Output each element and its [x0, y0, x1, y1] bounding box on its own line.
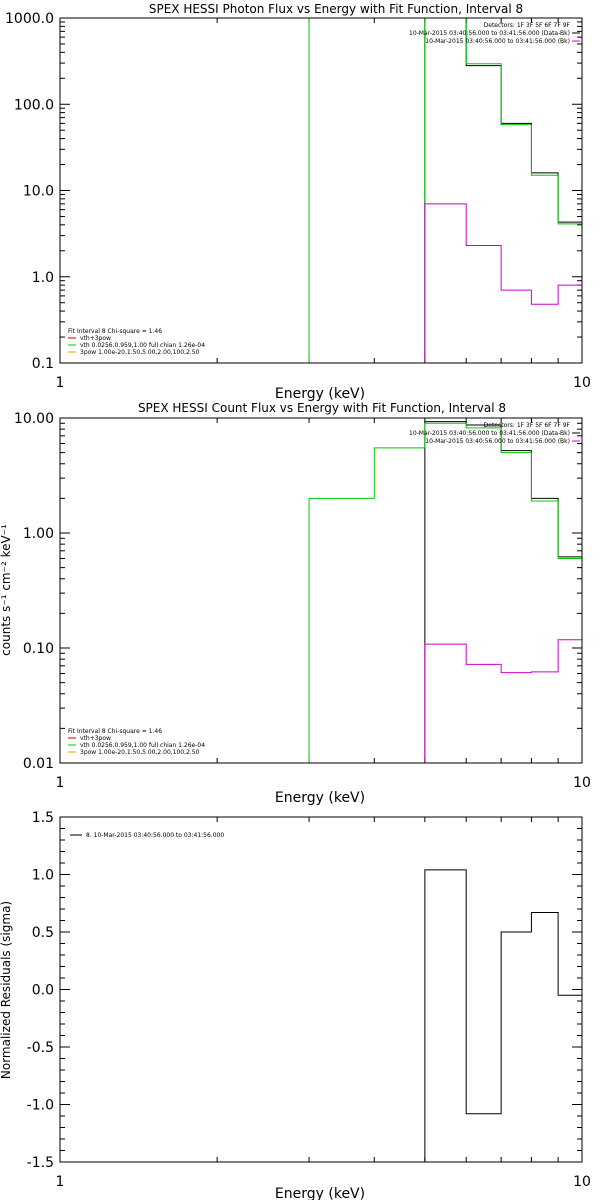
- legend-entry: vth+3pow: [80, 735, 111, 742]
- residuals-panel: Energy (keV) Normalized Residuals (sigma…: [0, 810, 591, 1200]
- legend-entry: 8. 10-Mar-2015 03:40:56.000 to 03:41:56.…: [86, 832, 224, 839]
- legend-entry: 3pow 1.00e-20,1.50,5.00,2.00,100,2.50: [80, 749, 200, 756]
- legend-entry: 10-Mar-2015 03:40:56.000 to 03:41:56.000…: [409, 30, 570, 37]
- y-axis-label: Normalized Residuals (sigma): [0, 901, 13, 1079]
- y-tick-label: 100.0: [14, 97, 54, 113]
- y-axis-label: counts s⁻¹ cm⁻² keV⁻¹: [0, 524, 13, 656]
- legend-entry: 10-Mar-2015 03:40:56.000 to 03:41:56.000…: [425, 438, 570, 445]
- series-4-line: [424, 203, 583, 363]
- plot-area: 1 10 0.01 0.10 1.00 10.00 Detectors: 1F 3F 5F …: [14, 411, 591, 791]
- series-1-line: [308, 422, 583, 763]
- plot-frame: [59, 816, 583, 1163]
- legend-entry: vth+3pow: [80, 335, 111, 342]
- legend-entry: vth 0.0256,0.959,1.00 full chian 1.26e-0…: [80, 742, 205, 749]
- y-tick-label: -1.0: [27, 1098, 54, 1114]
- y-tick-label: -0.5: [27, 1040, 54, 1056]
- x-tick-label: 10: [573, 775, 591, 791]
- plot-frame: [59, 417, 583, 764]
- plot-area: 1 10 -1.5 -1.0 -0.5 0.0 0.5 1.0 1.5 8. 10-Mar-201…: [27, 810, 591, 1190]
- photon-flux-panel: SPEX HESSI Photon Flux vs Energy with Fi…: [5, 2, 591, 402]
- series-3-line: [424, 17, 583, 363]
- y-tick-label: 0.10: [23, 641, 54, 657]
- legend-entry: 3pow 1.00e-20,1.50,5.00,2.00,100,2.50: [80, 349, 200, 356]
- x-tick-label: 1: [56, 775, 65, 791]
- legend-entry: Detectors: 1F 3F 5F 6F 7F 9F: [484, 22, 571, 29]
- y-tick-label: 0.1: [32, 356, 54, 372]
- chart-title: SPEX HESSI Count Flux vs Energy with Fit…: [138, 401, 506, 415]
- y-tick-label: 1.5: [32, 810, 54, 826]
- y-tick-label: 0.01: [23, 756, 54, 772]
- y-tick-label: 1.0: [32, 868, 54, 884]
- y-tick-label: 1000.0: [5, 11, 54, 27]
- legend-entry: Fit Interval 8 Chi-square = 1.46: [68, 328, 162, 335]
- legend-entry: Detectors: 1F 3F 5F 6F 7F 9F: [484, 422, 571, 429]
- y-tick-label: 0.0: [32, 983, 54, 999]
- series-0-line: [424, 869, 583, 1162]
- x-tick-label: 1: [56, 375, 65, 391]
- y-tick-label: -1.5: [27, 1155, 54, 1171]
- y-tick-label: 10.0: [23, 184, 54, 200]
- series-2-line: [424, 639, 583, 763]
- legend-entry: Fit Interval 8 Chi-square = 1.46: [68, 728, 162, 735]
- x-tick-label: 10: [573, 375, 591, 391]
- x-axis-label: Energy (keV): [275, 386, 365, 402]
- x-axis-label: Energy (keV): [275, 790, 365, 806]
- series-0-line: [424, 421, 583, 763]
- plot-area: 1 10 0.1 1.0 10.0 100.0 1000.0 Detectors: 1F 3F…: [5, 11, 591, 391]
- legend-entry: 10-Mar-2015 03:40:56.000 to 03:41:56.000…: [425, 38, 570, 45]
- x-tick-label: 10: [573, 1174, 591, 1190]
- y-tick-label: 1.00: [23, 526, 54, 542]
- y-tick-label: 1.0: [32, 270, 54, 286]
- legend-entry: 10-Mar-2015 03:40:56.000 to 03:41:56.000…: [409, 430, 570, 437]
- chart-title: SPEX HESSI Photon Flux vs Energy with Fi…: [149, 2, 523, 16]
- x-tick-label: 1: [56, 1174, 65, 1190]
- legend-entry: vth 0.0256,0.959,1.00 full chian 1.26e-0…: [80, 342, 205, 349]
- x-axis-label: Energy (keV): [275, 1186, 365, 1200]
- y-tick-label: 10.00: [14, 411, 54, 427]
- plot-frame: [59, 17, 583, 364]
- count-flux-panel: SPEX HESSI Count Flux vs Energy with Fit…: [0, 401, 591, 806]
- y-tick-label: 0.5: [32, 925, 54, 941]
